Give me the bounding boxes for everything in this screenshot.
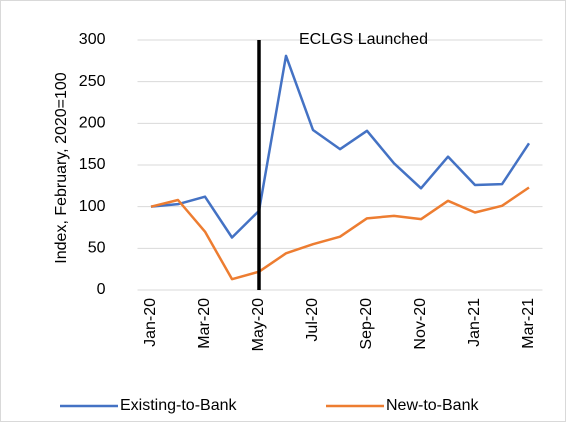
x-tick-label: Jul-20 bbox=[304, 298, 321, 342]
y-tick-label: 250 bbox=[79, 73, 106, 90]
x-tick-label: Nov-20 bbox=[412, 298, 429, 350]
y-tick-label: 150 bbox=[79, 156, 106, 173]
annotation-label: ECLGS Launched bbox=[299, 31, 428, 48]
x-tick-label: Sep-20 bbox=[358, 298, 375, 350]
legend-label: Existing-to-Bank bbox=[120, 397, 237, 414]
x-tick-label: Mar-21 bbox=[520, 298, 537, 349]
x-tick-label: Jan-20 bbox=[142, 298, 159, 347]
x-tick-label: May-20 bbox=[250, 298, 267, 351]
y-tick-label: 50 bbox=[88, 240, 106, 257]
y-tick-label: 100 bbox=[79, 198, 106, 215]
y-tick-label: 300 bbox=[79, 31, 106, 48]
y-tick-label: 200 bbox=[79, 115, 106, 132]
y-tick-label: 0 bbox=[97, 281, 106, 298]
data-line bbox=[150, 186, 530, 281]
x-tick-label: Mar-20 bbox=[196, 298, 213, 349]
x-tick-label: Jan-21 bbox=[466, 298, 483, 347]
y-axis-label: Index, February, 2020=100 bbox=[53, 72, 70, 263]
data-line bbox=[150, 54, 531, 239]
legend-label: New-to-Bank bbox=[386, 397, 479, 414]
